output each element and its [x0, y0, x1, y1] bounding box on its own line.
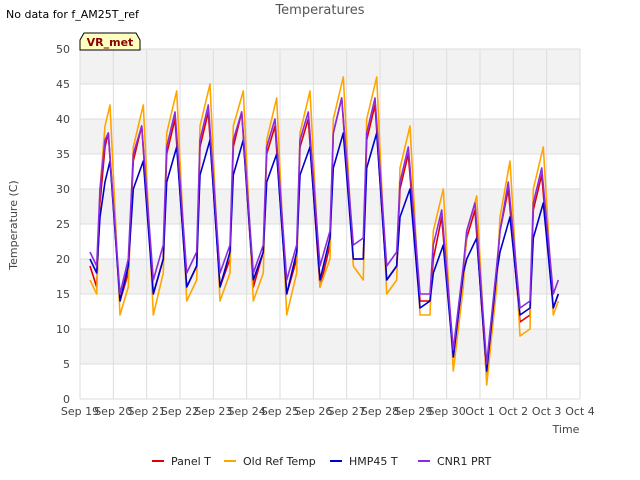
y-tick-label: 0 [63, 393, 70, 406]
series-line-old-ref-temp [89, 76, 560, 386]
chart-title: Temperatures [274, 3, 364, 18]
x-axis-title: Time [552, 423, 580, 436]
x-tick-label: Sep 28 [361, 405, 399, 418]
x-tick-label: Sep 20 [94, 405, 132, 418]
grid-band [80, 49, 580, 84]
series-line-cnr1-prt [89, 97, 560, 365]
grid-band [80, 119, 580, 154]
x-tick-label: Oct 3 [532, 405, 562, 418]
y-tick-label: 35 [56, 148, 70, 161]
x-tick-label: Oct 1 [465, 405, 495, 418]
legend-item: HMP45 T [330, 455, 398, 468]
grid-band [80, 329, 580, 364]
series-lines [89, 76, 560, 386]
legend-label: Old Ref Temp [243, 455, 316, 468]
x-tick-label: Sep 19 [61, 405, 99, 418]
x-tick-label: Sep 30 [428, 405, 466, 418]
y-tick-label: 25 [56, 218, 70, 231]
x-tick-label: Sep 22 [161, 405, 199, 418]
x-tick-label: Sep 26 [294, 405, 332, 418]
y-axis-title: Temperature (C) [7, 180, 20, 270]
legend-label: Panel T [171, 455, 211, 468]
x-tick-label: Oct 2 [499, 405, 529, 418]
x-tick-label: Sep 29 [394, 405, 432, 418]
x-tick-label: Sep 24 [228, 405, 266, 418]
legend-item: Old Ref Temp [224, 455, 316, 468]
y-tick-label: 10 [56, 323, 70, 336]
x-tick-label: Oct 4 [565, 405, 595, 418]
legend-label: CNR1 PRT [437, 455, 492, 468]
legend-label: HMP45 T [349, 455, 398, 468]
y-tick-label: 50 [56, 43, 70, 56]
y-tick-labels: 0 5 10 15 20 25 30 35 40 45 50 [56, 43, 70, 406]
y-tick-label: 15 [56, 288, 70, 301]
vr-met-badge: VR_met [79, 32, 141, 51]
legend-item: CNR1 PRT [418, 455, 492, 468]
no-data-note: No data for f_AM25T_ref [6, 8, 140, 21]
y-tick-label: 20 [56, 253, 70, 266]
y-tick-label: 40 [56, 113, 70, 126]
x-tick-label: Sep 25 [261, 405, 299, 418]
x-tick-label: Sep 27 [328, 405, 366, 418]
y-tick-label: 5 [63, 358, 70, 371]
y-tick-label: 30 [56, 183, 70, 196]
legend-item: Panel T [152, 455, 211, 468]
vr-met-badge-label: VR_met [87, 36, 134, 49]
y-tick-label: 45 [56, 78, 70, 91]
x-tick-label: Sep 21 [128, 405, 166, 418]
x-tick-label: Sep 23 [194, 405, 232, 418]
legend: Panel T Old Ref Temp HMP45 T CNR1 PRT [152, 455, 492, 468]
